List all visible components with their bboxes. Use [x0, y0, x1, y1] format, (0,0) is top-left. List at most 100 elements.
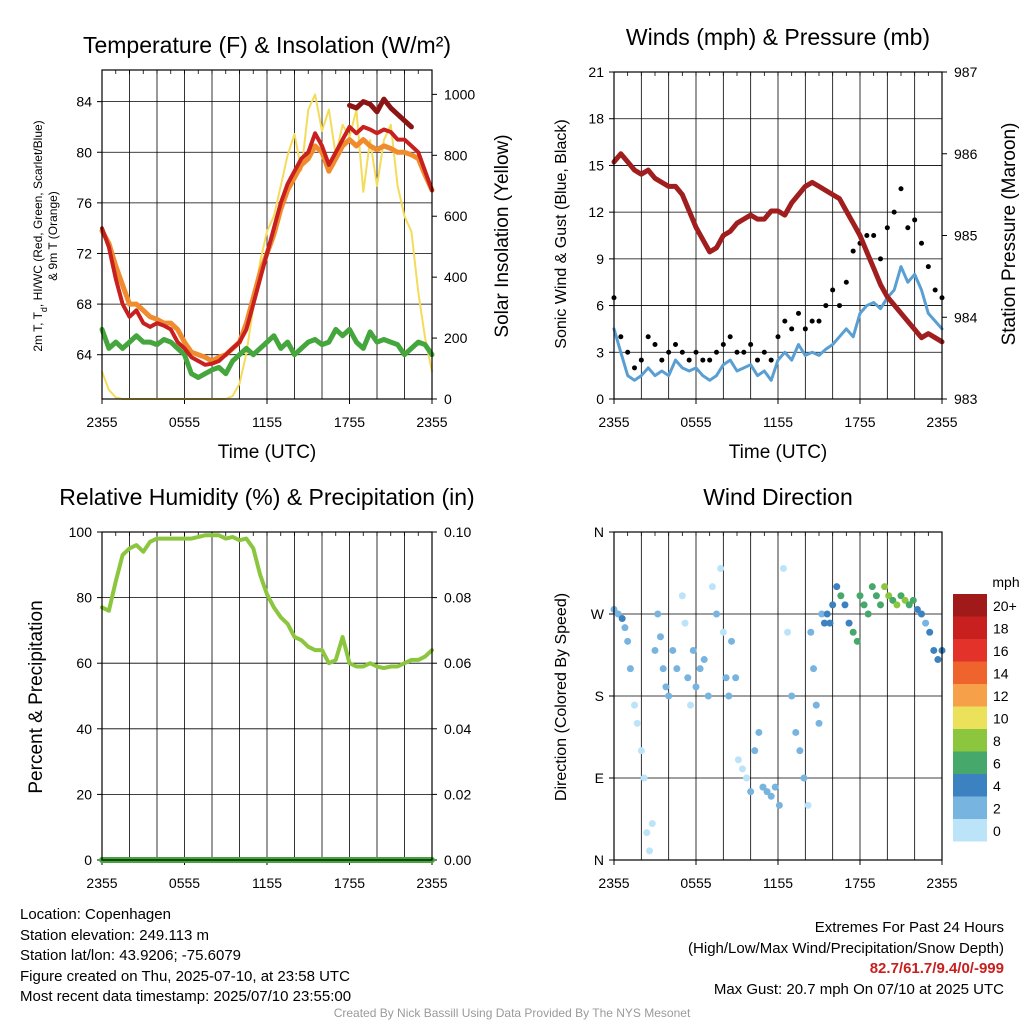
gust-point: [891, 209, 897, 215]
wind-direction-point: [818, 610, 826, 618]
speed-legend-title: mph: [992, 574, 1019, 590]
x-tick-label: 1755: [844, 414, 875, 430]
temp-2m-line: [100, 124, 434, 367]
most-recent-timestamp: Most recent data timestamp: 2025/07/10 2…: [20, 988, 352, 1005]
winds-panel-title: Winds (mph) & Pressure (mb): [626, 24, 930, 50]
wind-direction-point: [763, 788, 771, 796]
gust-point: [884, 225, 890, 231]
wind-direction-point: [656, 633, 664, 641]
y2-tick-label: 987: [954, 64, 978, 80]
y-tick-label: 0: [84, 852, 92, 868]
gust-point: [714, 349, 719, 355]
wind-direction-point: [689, 646, 697, 654]
extremes-title: Extremes For Past 24 Hours: [814, 919, 1004, 936]
legend-label: 18: [993, 621, 1009, 637]
x-tick-label: 2355: [416, 875, 447, 891]
wind-direction-point: [678, 592, 686, 600]
temperature-x-axis-label: Time (UTC): [218, 442, 317, 463]
temperature-series: [99, 93, 435, 400]
wind-direction-point: [837, 592, 845, 600]
legend-swatch: [953, 639, 987, 662]
wind-direction-point: [713, 610, 720, 618]
wind-direction-point: [860, 601, 868, 609]
y-tick-label: 84: [76, 94, 92, 110]
gust-point: [789, 326, 795, 332]
station-location: Location: Copenhagen: [20, 906, 171, 923]
y-tick-label: 80: [76, 144, 92, 160]
wind-direction-point: [631, 701, 638, 709]
wind-direction-point: [659, 665, 667, 673]
wind-direction-point: [823, 610, 831, 618]
legend-swatch: [953, 751, 987, 774]
x-tick-label: 1155: [763, 414, 793, 430]
y2-tick-label: 985: [954, 228, 978, 244]
wind-direction-point: [796, 747, 804, 755]
wind-direction-point: [845, 619, 853, 627]
wind-direction-point: [646, 847, 654, 855]
y-tick-label: 9: [596, 251, 604, 267]
pressure-y-axis-label: Station Pressure (Maroon): [999, 123, 1020, 346]
temperature-y-axis-label: 2m T, Td, HI/WC (Red, Green, Scarlet/Blu…: [31, 120, 49, 351]
legend-label: 12: [993, 688, 1009, 704]
wind-direction-point: [747, 788, 755, 796]
legend-swatch: [953, 684, 987, 707]
wind-direction-point: [889, 596, 897, 604]
y-tick-label: 3: [596, 344, 604, 360]
y-tick-label: W: [591, 606, 605, 622]
gust-point: [830, 287, 836, 293]
y-tick-label: 76: [76, 195, 92, 211]
wind-direction-point: [767, 792, 775, 800]
credit-line: Created By Nick Bassill Using Data Provi…: [333, 1006, 691, 1020]
y2-tick-label: 0.06: [444, 655, 471, 671]
gust-point: [673, 342, 678, 347]
wind-direction-point: [738, 765, 746, 773]
wind-direction-point: [800, 774, 808, 782]
y2-tick-label: 600: [444, 208, 468, 224]
wind-direction-point: [633, 719, 641, 727]
gust-point: [693, 349, 699, 355]
wind-direction-point: [687, 701, 695, 709]
station-latlon: Station lat/lon: 43.9206; -75.6079: [20, 947, 242, 964]
humidity-panel: Relative Humidity (%) & Precipitation (i…: [26, 484, 475, 794]
max-gust: Max Gust: 20.7 mph On 07/10 at 2025 UTC: [713, 980, 1004, 998]
wind-direction-point: [643, 829, 651, 837]
wind-direction-point: [665, 692, 673, 700]
wind-direction-point: [788, 692, 796, 700]
x-tick-label: 1755: [334, 414, 365, 430]
wind-direction-point: [614, 610, 622, 618]
x-tick-label: 0555: [680, 875, 711, 891]
gust-point: [864, 233, 870, 238]
legend-swatch: [953, 594, 987, 617]
y-tick-label: 18: [588, 111, 604, 127]
gust-point: [816, 318, 822, 324]
gust-point: [905, 225, 911, 231]
x-tick-label: 2355: [86, 875, 117, 891]
wind-direction-point: [868, 583, 876, 591]
y-tick-label: 21: [588, 64, 604, 80]
x-tick-label: 1155: [252, 414, 282, 430]
extremes-info: Extremes For Past 24 Hours (High/Low/Max…: [688, 918, 1004, 1000]
wind-direction-point: [829, 601, 837, 609]
y-tick-label: N: [594, 524, 604, 540]
x-tick-label: 1155: [763, 875, 793, 891]
wind-direction-point: [804, 801, 812, 809]
y2-tick-label: 983: [954, 391, 978, 407]
winds-y-axis-label: Sonic Wind & Gust (Blue, Black): [553, 119, 570, 348]
x-tick-label: 2355: [926, 875, 957, 891]
wind-direction-point: [681, 619, 689, 627]
wind-direction-point: [812, 701, 820, 709]
y-tick-label: 15: [588, 157, 604, 173]
gust-point: [925, 264, 931, 270]
legend-swatch: [953, 616, 987, 639]
wind-direction-point: [820, 619, 828, 627]
y2-tick-label: 0.00: [444, 852, 471, 868]
humidity-y-axis-label: Percent & Precipitation: [26, 600, 47, 793]
extremes-values: 82.7/61.7/9.4/0/-999: [869, 960, 1004, 977]
y2-tick-label: 0.04: [444, 721, 471, 737]
gust-point: [919, 240, 924, 246]
legend-label: 0: [993, 823, 1001, 839]
legend-label: 14: [993, 666, 1009, 682]
x-tick-label: 1755: [844, 875, 875, 891]
humidity-plot: 0 20 40 60 80 100 0.00 0.02 0.04 0.06 0.08 0.10 2355…: [69, 524, 472, 891]
